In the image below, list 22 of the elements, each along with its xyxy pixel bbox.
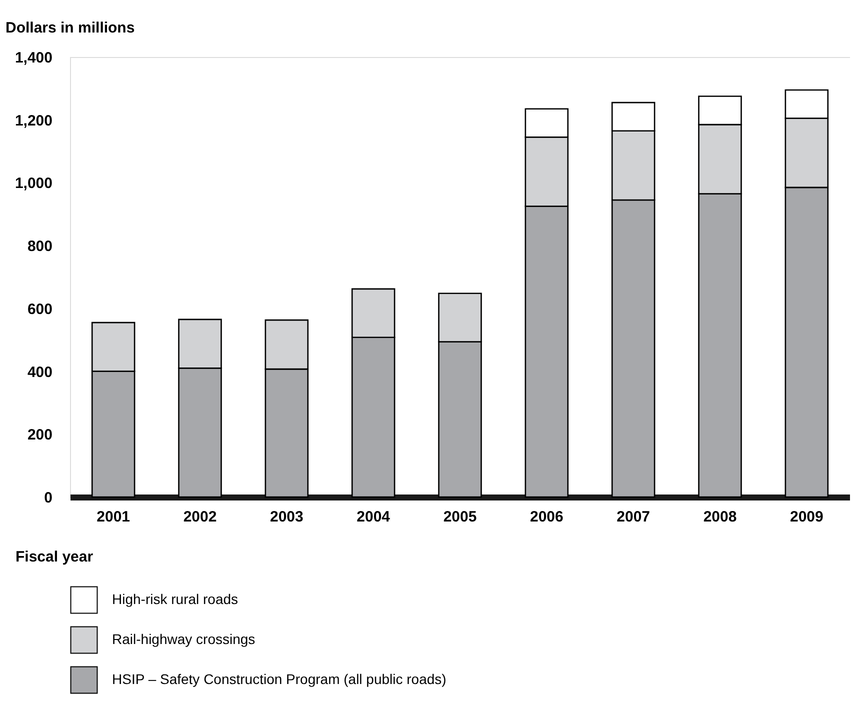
y-tick-label: 800 xyxy=(27,238,52,256)
y-tick-label: 1,000 xyxy=(14,175,52,192)
x-tick-label: 2009 xyxy=(790,508,824,526)
y-tick-label: 1,400 xyxy=(14,50,52,66)
x-tick-label: 2003 xyxy=(270,508,304,526)
x-tick-label: 2006 xyxy=(530,508,564,526)
y-tick-label: 0 xyxy=(44,490,52,506)
x-tick-label: 2008 xyxy=(703,508,737,526)
y-tick-label: 600 xyxy=(27,300,52,318)
y-tick-label: 200 xyxy=(27,426,52,444)
legend-label: HSIP – Safety Construction Program (all public roads) xyxy=(112,671,446,687)
x-tick-label: 2004 xyxy=(356,508,391,526)
x-tick-label: 2005 xyxy=(443,508,477,526)
x-tick-label: 2002 xyxy=(183,508,217,526)
x-tick-label: 2007 xyxy=(616,508,650,526)
y-tick-label: 1,200 xyxy=(14,112,52,130)
x-axis-title: Fiscal year xyxy=(16,548,94,566)
legend-label: Rail-highway crossings xyxy=(112,631,256,647)
legend-label: High-risk rural roads xyxy=(112,591,238,607)
y-axis-title: Dollars in millions xyxy=(6,20,135,36)
y-tick-label: 400 xyxy=(27,364,52,381)
x-tick-label: 2001 xyxy=(96,508,130,526)
